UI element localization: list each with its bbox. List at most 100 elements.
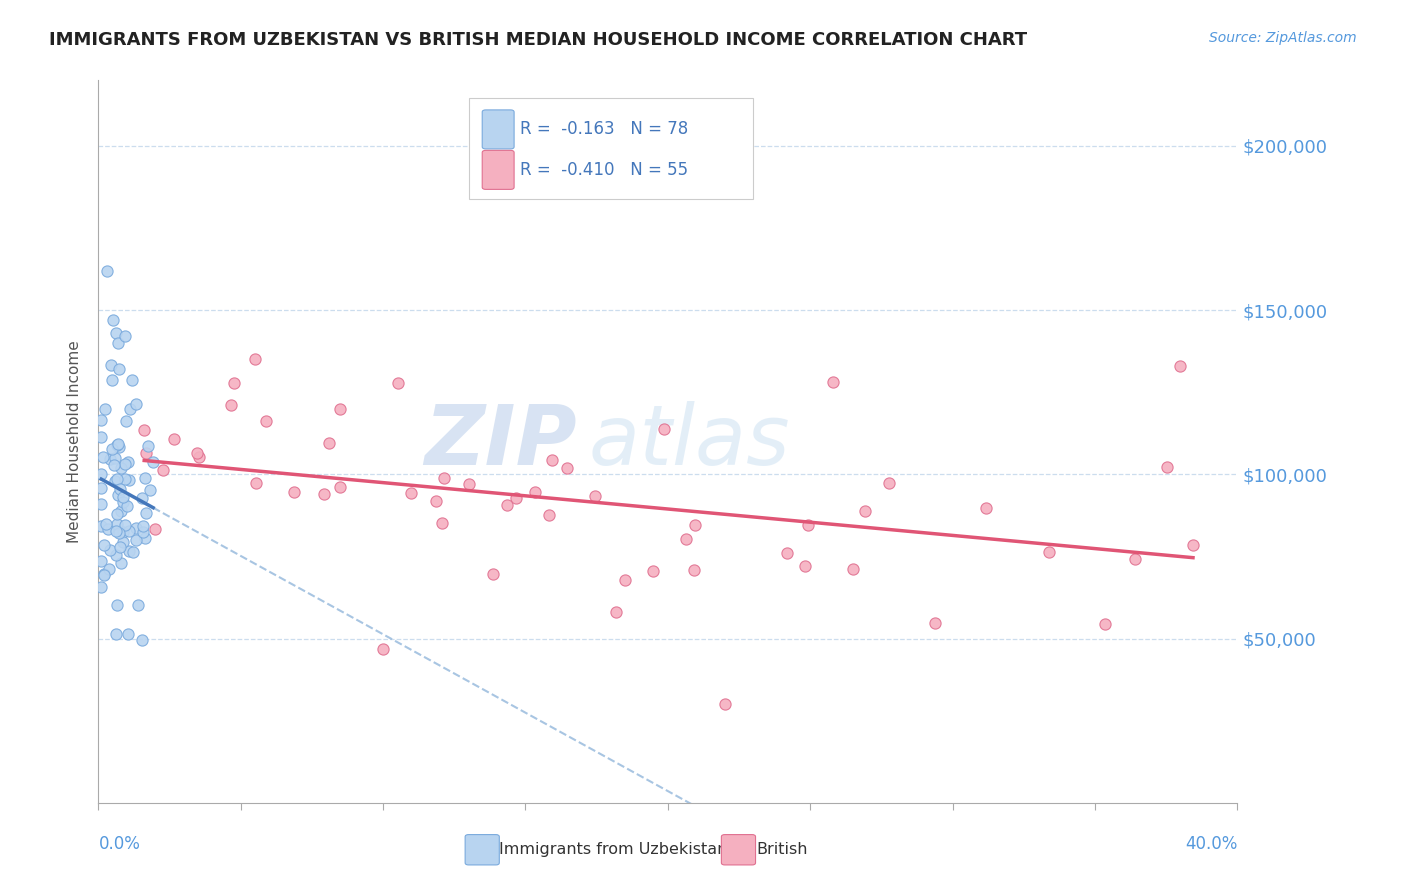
Point bbox=[481, 566, 503, 581]
Point bbox=[675, 533, 697, 547]
Point bbox=[714, 698, 737, 712]
Point bbox=[105, 507, 128, 521]
Point bbox=[143, 522, 166, 536]
Point bbox=[104, 450, 127, 465]
Point bbox=[101, 373, 124, 387]
Text: ZIP: ZIP bbox=[425, 401, 576, 482]
Point bbox=[90, 580, 112, 594]
Point bbox=[433, 470, 456, 484]
Point bbox=[111, 490, 134, 504]
Point bbox=[105, 598, 128, 612]
Point bbox=[135, 506, 157, 520]
Point bbox=[114, 457, 136, 471]
Point bbox=[524, 485, 547, 500]
Point bbox=[114, 472, 136, 486]
Point bbox=[877, 476, 900, 491]
Point bbox=[152, 463, 174, 477]
Text: Source: ZipAtlas.com: Source: ZipAtlas.com bbox=[1209, 31, 1357, 45]
Point bbox=[114, 518, 136, 533]
Point bbox=[108, 540, 131, 554]
Point bbox=[104, 524, 127, 539]
Point bbox=[90, 482, 112, 496]
Point bbox=[924, 616, 946, 631]
Point bbox=[399, 486, 422, 500]
Point bbox=[541, 452, 564, 467]
Point bbox=[134, 531, 156, 545]
Point bbox=[108, 526, 131, 541]
Point bbox=[103, 458, 125, 473]
Point bbox=[105, 471, 128, 485]
Point bbox=[1182, 538, 1205, 552]
Point bbox=[131, 633, 153, 648]
Point bbox=[841, 562, 863, 576]
Point bbox=[371, 642, 394, 657]
Point bbox=[641, 564, 664, 578]
Point bbox=[122, 545, 145, 559]
FancyBboxPatch shape bbox=[468, 98, 754, 200]
Point bbox=[652, 422, 675, 436]
Point bbox=[90, 467, 112, 481]
Text: R =  -0.163   N = 78: R = -0.163 N = 78 bbox=[520, 120, 688, 138]
Text: R =  -0.410   N = 55: R = -0.410 N = 55 bbox=[520, 161, 688, 179]
Point bbox=[118, 401, 141, 416]
Text: 0.0%: 0.0% bbox=[98, 835, 141, 854]
Point bbox=[142, 455, 165, 469]
Text: atlas: atlas bbox=[588, 401, 790, 482]
FancyBboxPatch shape bbox=[721, 835, 755, 865]
Point bbox=[107, 361, 129, 376]
Point bbox=[105, 517, 128, 532]
Point bbox=[797, 518, 820, 533]
Point bbox=[107, 336, 129, 351]
Point bbox=[131, 491, 153, 505]
Point bbox=[683, 563, 706, 577]
Point bbox=[97, 522, 120, 536]
Point bbox=[163, 432, 186, 446]
Point bbox=[138, 439, 160, 453]
Point bbox=[107, 488, 129, 502]
Point bbox=[318, 436, 340, 450]
Point bbox=[135, 446, 157, 460]
Point bbox=[387, 376, 409, 390]
Point bbox=[329, 401, 352, 416]
Text: IMMIGRANTS FROM UZBEKISTAN VS BRITISH MEDIAN HOUSEHOLD INCOME CORRELATION CHART: IMMIGRANTS FROM UZBEKISTAN VS BRITISH ME… bbox=[49, 31, 1028, 49]
Point bbox=[134, 470, 156, 484]
Point bbox=[93, 567, 115, 582]
Point bbox=[1094, 617, 1116, 632]
Point bbox=[131, 518, 153, 533]
FancyBboxPatch shape bbox=[482, 151, 515, 189]
Point bbox=[458, 477, 481, 491]
Point bbox=[101, 313, 124, 327]
Point bbox=[1123, 552, 1146, 566]
Point bbox=[112, 525, 135, 540]
Point bbox=[121, 373, 143, 387]
Point bbox=[187, 450, 209, 464]
Point bbox=[329, 480, 352, 494]
Y-axis label: Median Household Income: Median Household Income bbox=[67, 340, 83, 543]
Point bbox=[283, 485, 305, 500]
Point bbox=[117, 455, 139, 469]
Point bbox=[1156, 459, 1178, 474]
Point bbox=[107, 438, 129, 452]
Point bbox=[104, 549, 127, 563]
Point bbox=[605, 605, 627, 619]
Point bbox=[91, 450, 114, 464]
Point bbox=[115, 499, 138, 513]
Point bbox=[125, 521, 148, 535]
Point bbox=[776, 546, 799, 560]
Point bbox=[93, 538, 115, 552]
Point bbox=[131, 524, 153, 539]
Point bbox=[127, 598, 149, 612]
Point bbox=[107, 440, 129, 454]
Point bbox=[104, 475, 127, 489]
Point bbox=[245, 475, 267, 490]
Point bbox=[90, 518, 112, 533]
Point bbox=[125, 397, 148, 411]
Point bbox=[118, 524, 141, 538]
FancyBboxPatch shape bbox=[482, 110, 515, 149]
Point bbox=[90, 554, 112, 568]
Point bbox=[94, 402, 117, 417]
FancyBboxPatch shape bbox=[465, 835, 499, 865]
Point bbox=[97, 562, 120, 576]
Text: Immigrants from Uzbekistan: Immigrants from Uzbekistan bbox=[499, 842, 728, 857]
Point bbox=[222, 376, 245, 391]
